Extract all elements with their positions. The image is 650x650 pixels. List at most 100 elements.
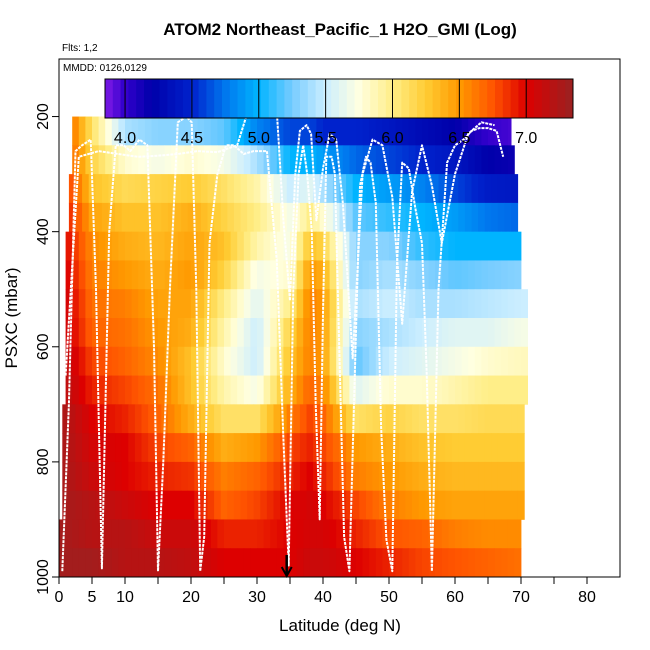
heat-cell [82, 433, 90, 463]
heat-cell [418, 404, 426, 434]
colorbar-swatch [253, 79, 262, 118]
heat-cell [138, 375, 146, 405]
heat-cell [435, 375, 443, 405]
heat-cell [448, 519, 456, 549]
heat-cell [356, 260, 363, 290]
colorbar-swatch [323, 79, 332, 118]
heat-cell [88, 433, 96, 463]
heat-cell [128, 174, 136, 204]
heat-cell [326, 174, 334, 204]
colorbar-swatch [229, 79, 239, 118]
heat-cell [514, 519, 522, 549]
heat-cell [375, 260, 383, 290]
heat-cell [375, 145, 383, 175]
heat-cell [85, 289, 93, 319]
heat-cell [217, 145, 225, 175]
heat-cell [392, 433, 400, 463]
heat-cell [210, 346, 218, 376]
heat-cell [441, 519, 449, 549]
heat-cell [451, 202, 459, 233]
heat-cell [478, 433, 486, 463]
heat-cell [101, 461, 109, 492]
heat-cell [118, 519, 126, 549]
heat-cell [332, 433, 340, 463]
colorbar-swatch [315, 79, 324, 118]
heat-cell [177, 231, 185, 261]
heat-cell [418, 433, 426, 463]
heat-cell [339, 490, 347, 520]
heat-cell [105, 548, 113, 578]
colorbar-swatch [245, 79, 254, 118]
heat-cell [494, 116, 502, 146]
heat-cell [323, 289, 330, 319]
heat-cell [455, 346, 462, 376]
colorbar-swatch [292, 79, 301, 118]
heat-cell [207, 202, 215, 233]
heat-cell [478, 490, 486, 520]
heat-cell [167, 174, 175, 204]
heat-cell [484, 490, 492, 520]
heat-cell [227, 490, 235, 520]
heat-cell [296, 318, 304, 348]
heat-cell [497, 202, 505, 233]
heat-cell [204, 145, 212, 175]
heat-cell [217, 346, 225, 376]
heat-cell [243, 289, 251, 319]
heat-cell [349, 260, 357, 290]
heat-cell [441, 375, 449, 405]
heat-cell [329, 346, 337, 376]
heat-cell [194, 433, 202, 463]
heat-cell [167, 490, 175, 520]
heat-cell [270, 318, 278, 348]
heat-cell [382, 260, 390, 290]
heat-cell [362, 519, 370, 549]
heat-cell [504, 404, 512, 434]
heat-cell [181, 202, 189, 233]
heat-cell [220, 433, 228, 463]
colorbar-swatch [222, 79, 231, 118]
heat-cell [501, 289, 509, 319]
heat-cell [217, 231, 225, 261]
y-tick-label: 800 [35, 448, 52, 475]
heat-cell [392, 461, 400, 492]
heat-cell [468, 346, 476, 376]
heat-cell [352, 202, 360, 233]
heat-cell [369, 116, 377, 146]
heat-cell [78, 548, 86, 578]
heat-cell [359, 433, 367, 463]
heat-cell [478, 202, 486, 233]
heat-cell [72, 375, 80, 405]
heat-cell [151, 318, 159, 348]
heat-cell [451, 174, 459, 204]
heat-cell [323, 346, 330, 376]
heat-cell [161, 202, 169, 233]
heat-cell [148, 202, 156, 233]
heat-cell [59, 519, 66, 549]
heat-cell [184, 116, 192, 146]
heat-cell [111, 318, 119, 348]
heat-cell [326, 404, 334, 434]
heat-cell [230, 289, 238, 319]
heat-cell [121, 433, 129, 463]
plot-frame [58, 58, 621, 578]
heat-cell [105, 145, 113, 175]
heat-cell [191, 289, 198, 319]
heat-cell [507, 548, 515, 578]
heat-cell [415, 318, 423, 348]
heat-cell [336, 519, 344, 549]
heat-cell [273, 174, 281, 204]
heat-cell [118, 318, 126, 348]
heat-cell [131, 116, 139, 146]
heat-cell [105, 289, 113, 319]
heat-cell [398, 433, 406, 463]
flights-label: Flts: 1,2 [62, 43, 98, 54]
heat-cell [445, 490, 453, 520]
heat-cell [85, 231, 93, 261]
heat-cell [336, 346, 344, 376]
heat-cell [177, 260, 185, 290]
heat-cell [270, 346, 278, 376]
heat-cell [514, 375, 522, 405]
y-axis-title: PSXC (mbar) [2, 267, 21, 368]
heat-cell [161, 461, 169, 492]
